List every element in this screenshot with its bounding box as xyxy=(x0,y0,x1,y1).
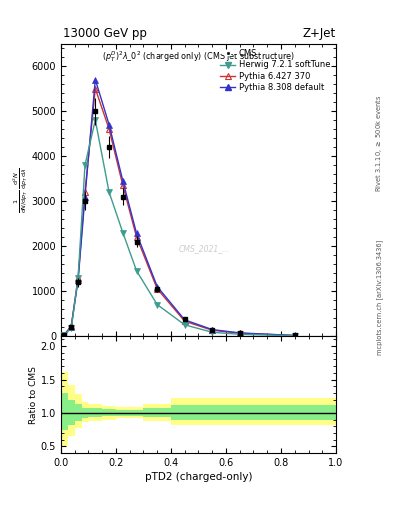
Text: Rivet 3.1.10, $\geq$ 500k events: Rivet 3.1.10, $\geq$ 500k events xyxy=(374,95,384,192)
Text: $(p_T^D)^2\lambda\_0^2$ (charged only) (CMS jet substructure): $(p_T^D)^2\lambda\_0^2$ (charged only) (… xyxy=(102,49,295,65)
Text: 13000 GeV pp: 13000 GeV pp xyxy=(63,27,147,40)
Legend: CMS, Herwig 7.2.1 softTune, Pythia 6.427 370, Pythia 8.308 default: CMS, Herwig 7.2.1 softTune, Pythia 6.427… xyxy=(219,48,332,93)
Text: mcplots.cern.ch [arXiv:1306.3436]: mcplots.cern.ch [arXiv:1306.3436] xyxy=(376,239,383,355)
Y-axis label: Ratio to CMS: Ratio to CMS xyxy=(29,366,38,423)
Text: CMS_2021_...: CMS_2021_... xyxy=(178,244,230,253)
Text: Z+Jet: Z+Jet xyxy=(302,27,336,40)
X-axis label: pTD2 (charged-only): pTD2 (charged-only) xyxy=(145,472,252,482)
Y-axis label: $\frac{1}{\mathrm{d}N/\mathrm{d}p_T}\,\frac{\mathrm{d}^2N}{\mathrm{d}p_T\,\mathr: $\frac{1}{\mathrm{d}N/\mathrm{d}p_T}\,\f… xyxy=(12,167,30,213)
